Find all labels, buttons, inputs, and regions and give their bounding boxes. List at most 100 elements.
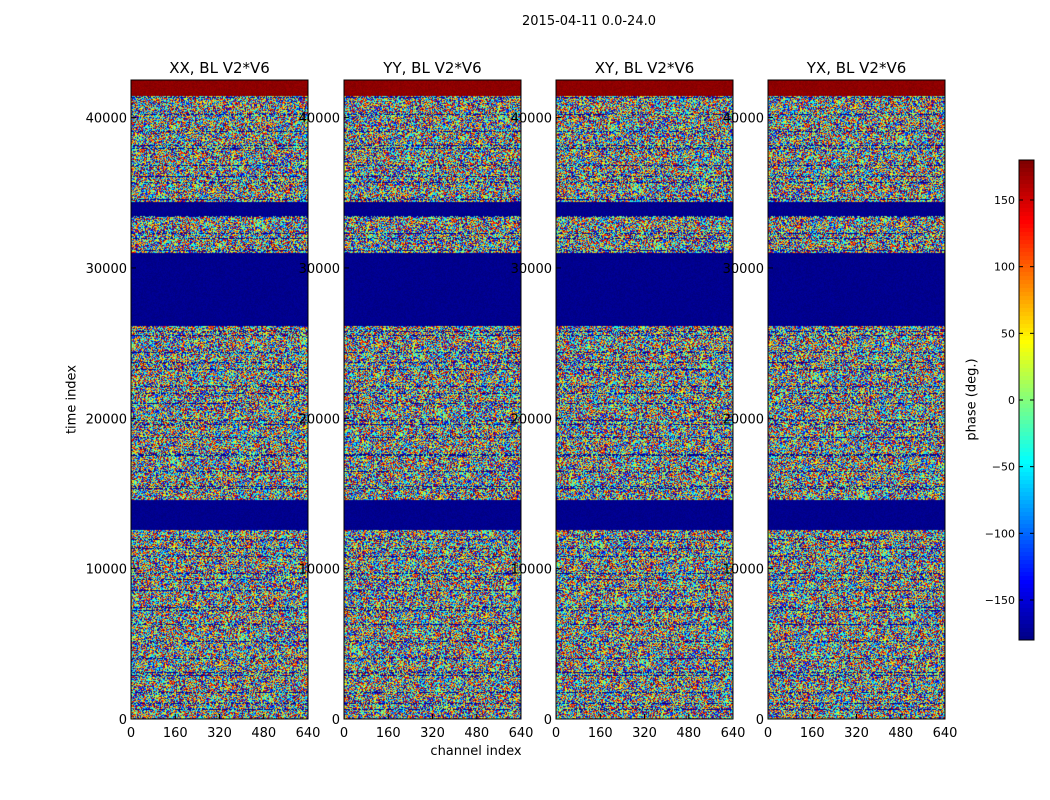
- colorbar-segment: [1019, 396, 1034, 401]
- y-tick-label: 0: [756, 713, 764, 728]
- colorbar-segment: [1019, 440, 1034, 445]
- colorbar-segment: [1019, 496, 1034, 501]
- colorbar-segment: [1019, 336, 1034, 341]
- colorbar-segment: [1019, 476, 1034, 481]
- panel-title-xy: XY, BL V2*V6: [594, 59, 695, 77]
- colorbar-segment: [1019, 452, 1034, 457]
- colorbar-segment: [1019, 352, 1034, 357]
- colorbar-segment: [1019, 356, 1034, 361]
- colorbar-tick-label: 150: [994, 194, 1015, 207]
- colorbar-segment: [1019, 228, 1034, 233]
- colorbar-tick-label: −150: [985, 594, 1015, 607]
- colorbar-segment: [1019, 548, 1034, 553]
- x-tick-label: 0: [764, 726, 772, 741]
- colorbar-segment: [1019, 160, 1034, 165]
- colorbar-tick-label: 50: [1001, 327, 1015, 340]
- colorbar-segment: [1019, 388, 1034, 393]
- colorbar-segment: [1019, 620, 1034, 625]
- colorbar-segment: [1019, 500, 1034, 505]
- colorbar-segment: [1019, 492, 1034, 497]
- colorbar-segment: [1019, 468, 1034, 473]
- panel-title-yx: YX, BL V2*V6: [806, 59, 907, 77]
- y-tick-label: 30000: [299, 262, 340, 277]
- colorbar-tick-label: 100: [994, 261, 1015, 274]
- colorbar-segment: [1019, 520, 1034, 525]
- colorbar-segment: [1019, 296, 1034, 301]
- colorbar-segment: [1019, 484, 1034, 489]
- heatmap-panel-2: [556, 80, 733, 719]
- y-tick-label: 30000: [511, 262, 552, 277]
- y-tick-label: 20000: [299, 412, 340, 427]
- colorbar-segment: [1019, 424, 1034, 429]
- colorbar-segment: [1019, 508, 1034, 513]
- x-tick-label: 320: [420, 726, 445, 741]
- x-tick-label: 640: [296, 726, 321, 741]
- colorbar-segment: [1019, 316, 1034, 321]
- colorbar-segment: [1019, 184, 1034, 189]
- colorbar-tick-label: 0: [1008, 394, 1015, 407]
- y-tick-label: 10000: [511, 563, 552, 578]
- colorbar-segment: [1019, 624, 1034, 629]
- colorbar-segment: [1019, 360, 1034, 365]
- y-tick-label: 20000: [86, 412, 127, 427]
- colorbar-segment: [1019, 252, 1034, 257]
- colorbar-segment: [1019, 256, 1034, 261]
- colorbar-segment: [1019, 348, 1034, 353]
- colorbar-segment: [1019, 192, 1034, 197]
- colorbar-segment: [1019, 536, 1034, 541]
- colorbar-segment: [1019, 240, 1034, 245]
- colorbar-segment: [1019, 176, 1034, 181]
- colorbar-segment: [1019, 528, 1034, 533]
- colorbar-segment: [1019, 368, 1034, 373]
- colorbar-segment: [1019, 556, 1034, 561]
- colorbar-segment: [1019, 580, 1034, 585]
- colorbar-segment: [1019, 552, 1034, 557]
- colorbar-segment: [1019, 216, 1034, 221]
- x-tick-label: 160: [163, 726, 188, 741]
- y-tick-label: 30000: [86, 262, 127, 277]
- colorbar-segment: [1019, 288, 1034, 293]
- x-tick-label: 640: [721, 726, 746, 741]
- colorbar-segment: [1019, 320, 1034, 325]
- colorbar-segment: [1019, 608, 1034, 613]
- colorbar-segment: [1019, 392, 1034, 397]
- x-tick-label: 160: [800, 726, 825, 741]
- y-tick-label: 0: [332, 713, 340, 728]
- x-tick-label: 320: [844, 726, 869, 741]
- colorbar-segment: [1019, 164, 1034, 169]
- colorbar-segment: [1019, 568, 1034, 573]
- colorbar-segment: [1019, 308, 1034, 313]
- x-tick-label: 320: [632, 726, 657, 741]
- x-tick-label: 160: [588, 726, 613, 741]
- colorbar-segment: [1019, 324, 1034, 329]
- colorbar-segment: [1019, 604, 1034, 609]
- colorbar-segment: [1019, 400, 1034, 405]
- colorbar-segment: [1019, 344, 1034, 349]
- colorbar-segment: [1019, 544, 1034, 549]
- colorbar-segment: [1019, 432, 1034, 437]
- colorbar-tick-label: −100: [985, 527, 1015, 540]
- colorbar-segment: [1019, 364, 1034, 369]
- heatmap-panel-1: [344, 80, 521, 719]
- figure-title: 2015-04-11 0.0-24.0: [522, 14, 656, 29]
- y-tick-label: 40000: [723, 112, 764, 127]
- colorbar-segment: [1019, 612, 1034, 617]
- colorbar-segment: [1019, 204, 1034, 209]
- x-tick-label: 640: [509, 726, 534, 741]
- colorbar-segment: [1019, 412, 1034, 417]
- y-tick-label: 10000: [299, 563, 340, 578]
- y-tick-label: 40000: [86, 112, 127, 127]
- colorbar-segment: [1019, 628, 1034, 633]
- colorbar-segment: [1019, 220, 1034, 225]
- y-tick-label: 0: [544, 713, 552, 728]
- colorbar-segment: [1019, 472, 1034, 477]
- x-tick-label: 480: [464, 726, 489, 741]
- x-tick-label: 480: [251, 726, 276, 741]
- panel-title-yy: YY, BL V2*V6: [383, 59, 482, 77]
- x-tick-label: 0: [340, 726, 348, 741]
- colorbar-segment: [1019, 436, 1034, 441]
- colorbar-segment: [1019, 488, 1034, 493]
- colorbar-segment: [1019, 560, 1034, 565]
- colorbar-segment: [1019, 172, 1034, 177]
- colorbar-segment: [1019, 632, 1034, 637]
